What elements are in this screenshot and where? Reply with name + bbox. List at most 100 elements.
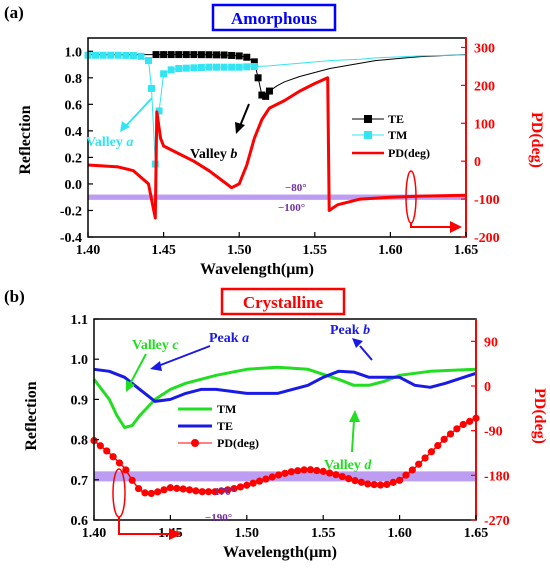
panel-b-y2tick-label: -90: [484, 425, 503, 440]
panel-b-series-pddeg-marker: [383, 480, 391, 489]
panel-a-series-tm-marker: [220, 63, 228, 71]
panel-b-series-pddeg-marker: [173, 484, 181, 492]
panel-a-series-tm-marker: [205, 63, 213, 71]
panel-b-series-pddeg-marker: [440, 435, 448, 443]
band-b-label-bottom: −190°: [205, 512, 232, 524]
panel-b-series-pddeg-marker: [192, 487, 200, 495]
valley-a-arrow-head: [120, 121, 130, 132]
panel-b-ytick-label: 0.6: [71, 514, 89, 529]
peak-b-arrow-head: [352, 338, 363, 348]
panel-a-series-te-marker: [258, 91, 266, 99]
panel-a-ylabel: Reflection: [17, 105, 34, 174]
peak-b-arrow-line: [359, 345, 373, 361]
panel-b-series-pddeg-marker: [179, 485, 187, 493]
panel-a-series-tm-marker: [182, 64, 190, 72]
panel-b-series-pddeg-marker: [453, 425, 461, 433]
panel-a-series-te-marker: [254, 74, 262, 82]
panel-b-y2tick-label: 0: [484, 380, 491, 395]
panel-b-series-pddeg-marker: [421, 454, 429, 462]
panel-b-series-pddeg-marker: [408, 466, 416, 474]
panel-a-ytick-label: 0.6: [65, 98, 83, 113]
panel-b-series-pddeg-marker: [427, 448, 436, 456]
panel-a-series-te-line: [88, 54, 467, 97]
valley-d-arrow-head: [349, 410, 360, 422]
panel-b-series-pddeg-marker: [160, 486, 168, 494]
panel-b-y2label: PD(deg): [531, 388, 548, 444]
panel-b-series-tm-line: [92, 365, 477, 429]
panel-b-series-pddeg-marker: [351, 477, 359, 485]
panel-a-series-te-marker: [182, 51, 190, 59]
legend-te-label: TE: [388, 112, 404, 126]
panel-a-ytick-label: 1.0: [65, 45, 83, 60]
panel-b-xtick-label: 1.50: [235, 526, 260, 541]
panel-b-series-pddeg-marker: [154, 488, 162, 496]
panel-b-series-pddeg-marker: [294, 467, 302, 475]
valley-a-label: Valley a: [86, 135, 133, 150]
panel-a-series-te-marker: [213, 51, 221, 59]
panel-b-series-pddeg-marker: [96, 442, 104, 450]
panel-b-series-pddeg-marker: [262, 475, 270, 483]
panel-a-series-tm-marker: [129, 52, 137, 60]
panel-b-series-pddeg-marker: [306, 466, 315, 474]
panel-a-ytick-label: 0.2: [65, 151, 83, 166]
panel-b-ylabel: Reflection: [23, 381, 40, 450]
panel-b-series-pddeg-marker: [217, 487, 225, 495]
panel-b-series-pddeg-marker: [434, 441, 442, 450]
panel-b-series-pddeg-marker: [459, 420, 467, 429]
panel-a-y2tick-label: -100: [474, 193, 500, 208]
panel-b-series-pddeg-marker: [402, 471, 410, 479]
panel-b-xtick-label: 1.40: [82, 526, 107, 541]
panel-b-y2tick-label: -180: [484, 469, 510, 484]
peak-a-label: Peak a: [209, 331, 249, 346]
panel-b-series-pddeg-marker: [319, 467, 327, 475]
panel-a-series-tm-marker: [148, 84, 156, 92]
panel-a-xtick-label: 1.45: [151, 243, 176, 258]
pd-axis-arrow-line: [410, 223, 452, 228]
pd-axis-b-arrow-head: [169, 528, 182, 540]
pd-axis-b-arrow-line: [118, 517, 170, 535]
panel-b-series-pddeg-marker: [230, 484, 238, 493]
panel-a-series-te-marker: [243, 53, 251, 61]
panel-b-series-pddeg-marker: [281, 469, 289, 477]
panel-a-xtick-label: 1.60: [378, 243, 403, 258]
legend-tm-b-label: TM: [217, 402, 236, 416]
peak-a-arrow-line: [157, 345, 211, 367]
panel-b-xtick-label: 1.55: [311, 526, 336, 541]
panel-a-series-tm-marker: [92, 51, 100, 59]
panel-b-series-pddeg-marker: [134, 484, 143, 493]
panel-a-y2tick-label: -200: [474, 231, 500, 246]
valley-c-arrow-line: [129, 353, 147, 385]
panel-a-series-tm-marker: [197, 64, 205, 72]
band-a-label-bottom: −100°: [278, 202, 305, 214]
panel-a-series-te-marker: [265, 87, 273, 95]
panel-a-series-tm-marker: [144, 57, 152, 65]
panel-b-series-pddeg-marker: [325, 469, 334, 477]
panel-a-series-tm-marker: [122, 51, 130, 59]
panel-b-series-pddeg-marker: [287, 468, 295, 476]
panel-b-series-pddeg-line: [93, 417, 477, 495]
panel-b-series-pddeg-marker: [275, 471, 283, 479]
pd-axis-arrow-head: [450, 221, 462, 233]
panel-a-annotations: Valley a Valley b −80° −100°: [86, 97, 462, 233]
panel-a-series-tm-marker: [114, 51, 122, 59]
band-a-label-top: −80°: [285, 182, 307, 194]
panel-a-series-te-marker: [160, 51, 168, 59]
panel-b-legend: TM TE PD(deg): [178, 402, 259, 450]
panel-b-y2tick-label: 90: [484, 335, 498, 350]
panel-a-series-te-marker: [220, 51, 228, 59]
panel-b-series-te-line: [93, 367, 477, 403]
panel-b-series-pddeg-marker: [446, 430, 455, 438]
panel-b-ytick-label: 1.0: [71, 353, 89, 368]
panel-a-ytick-label: 0.0: [65, 178, 83, 193]
panel-a: (a) Amorphous 1.40 1.45 1.50 1.55 1.60 1.65 -0…: [4, 3, 545, 278]
panel-a-series-pddeg-line: [87, 76, 467, 220]
panel-a-series-tm-marker: [190, 64, 198, 72]
panel-a-series-tm-marker: [250, 63, 258, 71]
panel-b-ytick-label: 0.8: [71, 434, 89, 449]
panel-b-title: Crystalline: [243, 293, 324, 312]
panel-b-series-pddeg-marker: [249, 479, 257, 487]
panel-a-band: [88, 194, 466, 200]
panel-b-series-pddeg-marker: [396, 476, 404, 484]
panel-b-ytick-label: 0.9: [71, 393, 89, 408]
